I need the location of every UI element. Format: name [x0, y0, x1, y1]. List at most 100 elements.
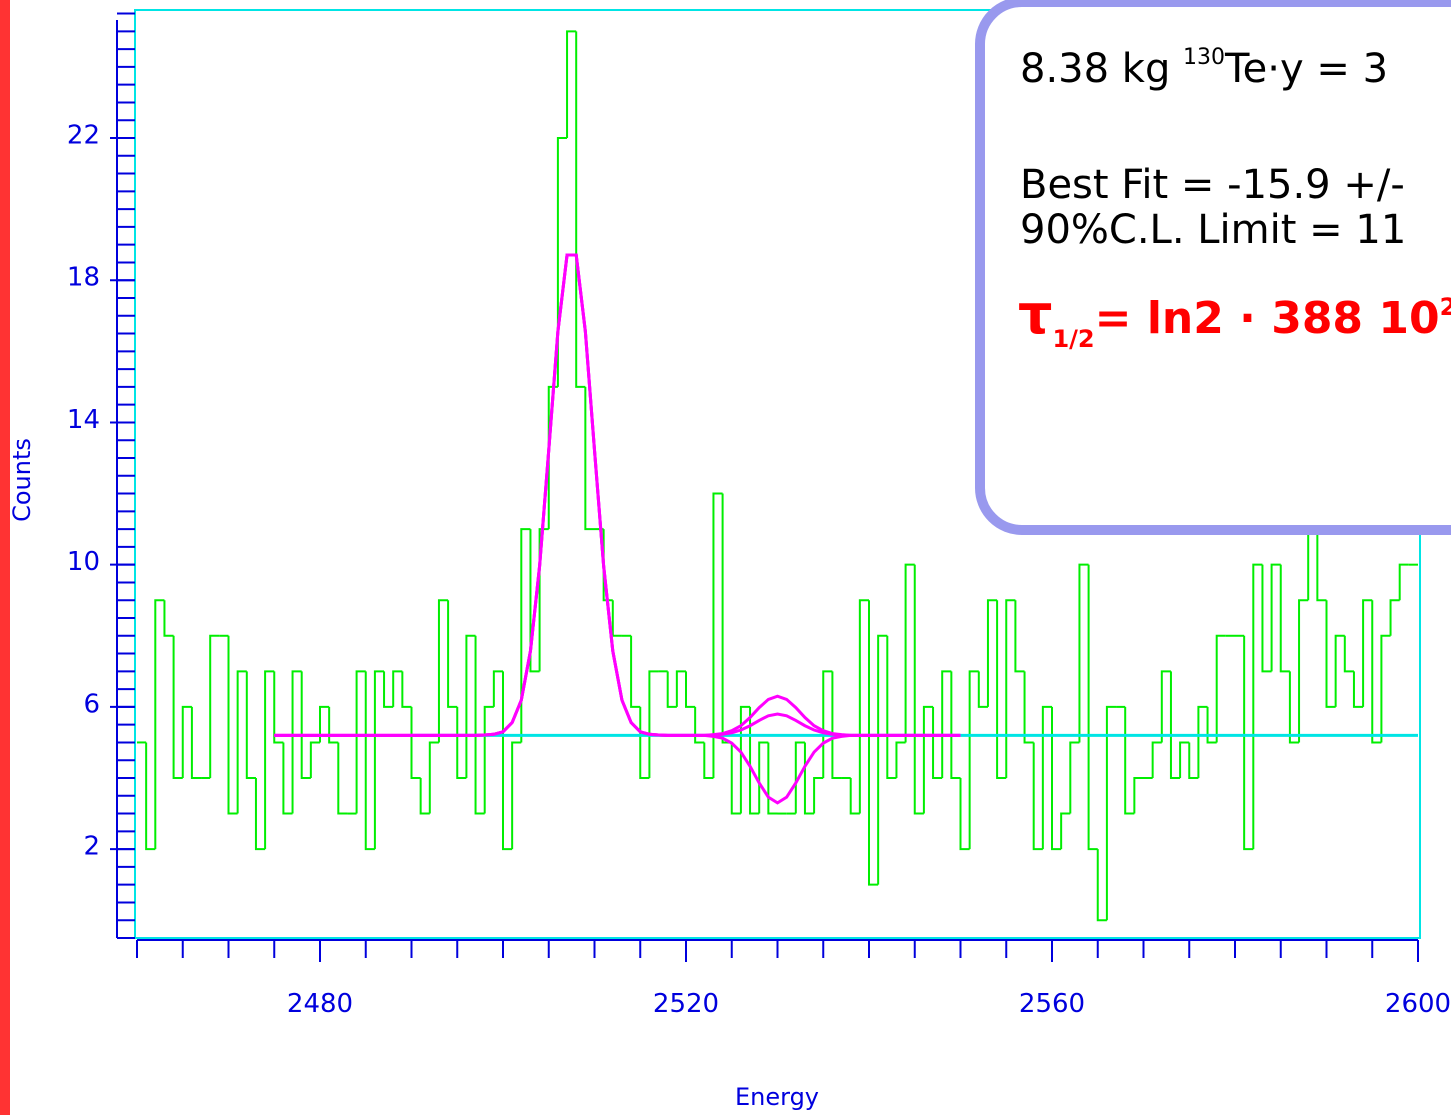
y-tick-label: 14: [67, 405, 100, 435]
histogram-bin: [1279, 564, 1290, 673]
histogram-bin: [941, 670, 952, 778]
annotation-line: Best Fit = -15.9 +/-: [1020, 162, 1405, 208]
histogram-bin: [145, 742, 156, 851]
histogram-bin: [922, 705, 934, 814]
histogram-bin: [319, 705, 330, 743]
histogram-bin: [172, 635, 183, 779]
histogram-bin: [328, 706, 339, 744]
histogram-bin: [447, 600, 458, 708]
histogram-bin: [904, 563, 915, 743]
histogram-bin: [749, 706, 760, 815]
histogram-bin: [529, 529, 540, 673]
annotation-sup: 130: [1183, 45, 1225, 70]
histogram-bin: [273, 671, 284, 744]
histogram-bin: [355, 670, 366, 814]
histogram-bin: [337, 742, 348, 815]
histogram-bin: [675, 670, 686, 707]
histogram-bin: [1371, 600, 1382, 744]
annotation-text: Te·y = 3: [1224, 46, 1388, 92]
histogram-bin: [474, 635, 485, 815]
histogram-bin: [1087, 564, 1098, 851]
histogram-bin: [575, 31, 586, 388]
histogram-bin: [630, 635, 641, 708]
histogram-bin: [1069, 741, 1080, 814]
histogram-bin: [1197, 705, 1208, 778]
histogram-bin: [858, 599, 869, 814]
histogram-bin: [996, 600, 1007, 779]
histogram-bin: [1151, 741, 1162, 778]
histogram-bin: [1169, 671, 1181, 779]
histogram-bin: [556, 137, 568, 387]
plot-area: 2480 2520 2560 2600 2 6 10 14 18 22: [67, 12, 1451, 1019]
histogram-bin: [584, 386, 595, 531]
histogram-bin: [648, 670, 659, 778]
annotation-box: 8.38 kg 130Te·y = 3 Best Fit = -15.9 +/-…: [975, 0, 1451, 535]
histogram-bin: [282, 742, 293, 815]
y-axis-label: Counts: [8, 438, 36, 522]
side-bar: [0, 0, 10, 1115]
histogram-bin: [1188, 742, 1199, 779]
histogram-bin: [154, 599, 165, 850]
histogram-bin: [383, 671, 394, 708]
x-axis-label: Energy: [735, 1083, 819, 1111]
histogram-bin: [1316, 529, 1327, 602]
histogram-bin: [1334, 634, 1345, 707]
histogram-bin: [868, 600, 879, 886]
histogram-bin: [712, 492, 723, 778]
histogram-bin: [419, 778, 430, 815]
histogram-bin: [1124, 706, 1135, 815]
histogram-bin: [190, 706, 202, 779]
histogram-bin: [977, 671, 988, 708]
histogram-bin: [254, 778, 266, 851]
histogram-bin: [767, 742, 778, 815]
histogram-bin: [1105, 705, 1117, 921]
histogram-bin: [1005, 599, 1016, 778]
histogram-bin: [1380, 634, 1391, 743]
histogram-bin: [1215, 634, 1226, 743]
histogram-bin: [309, 741, 320, 778]
histogram-bin: [822, 670, 833, 778]
histogram-bin: [721, 493, 732, 744]
histogram-bin: [703, 742, 714, 779]
histogram-bin: [483, 705, 494, 814]
fit-curve: [274, 253, 961, 805]
histogram-bin: [1160, 670, 1171, 743]
histogram-bin: [1288, 671, 1300, 744]
y-tick-label: 18: [67, 263, 100, 293]
histogram-bin: [1252, 563, 1263, 850]
annotation-tau: τ: [1018, 283, 1052, 346]
histogram-bin: [520, 528, 531, 743]
histogram-bin: [913, 564, 924, 815]
histogram-bin: [877, 634, 888, 885]
histogram-bin: [1389, 599, 1400, 636]
histogram-bin: [181, 705, 192, 778]
histogram-bin: [1096, 849, 1107, 922]
histogram-bin: [1032, 742, 1043, 851]
x-tick-label: 2520: [653, 989, 719, 1019]
histogram-bin: [1362, 599, 1373, 707]
histogram-bin: [611, 600, 622, 637]
histogram-bin: [886, 635, 897, 779]
histogram-bin: [236, 670, 247, 814]
x-tick-label: 2480: [287, 989, 353, 1019]
y-tick-label: 6: [83, 689, 100, 719]
histogram-bin: [538, 528, 549, 672]
histogram-bin: [1133, 777, 1144, 814]
annotation-line: 90%C.L. Limit = 11: [1020, 207, 1406, 253]
histogram-bin: [1343, 635, 1354, 673]
annotation-text: = ln2 · 388 10: [1095, 293, 1440, 344]
histogram-bin: [1206, 706, 1217, 744]
histogram-bin: [511, 741, 522, 850]
histogram-bin: [456, 706, 467, 779]
histogram-bin: [932, 706, 943, 779]
histogram-bin: [291, 670, 302, 814]
histogram-bin: [373, 670, 385, 850]
histogram-bin: [227, 635, 238, 815]
histogram-bin: [437, 599, 449, 743]
histogram-bin: [1352, 671, 1364, 708]
x-tick-label: 2600: [1385, 989, 1451, 1019]
histogram-bin: [364, 671, 375, 851]
histogram-bin: [163, 600, 174, 637]
